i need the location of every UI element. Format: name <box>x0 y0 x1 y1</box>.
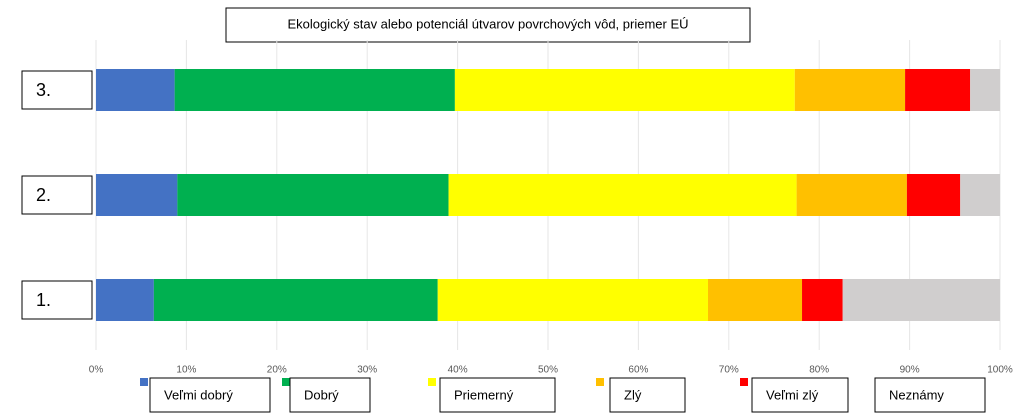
y-tick-label: 3. <box>36 80 51 100</box>
x-tick-label: 100% <box>987 365 1013 376</box>
bar-segment <box>153 279 438 321</box>
category-box <box>21 175 93 215</box>
bar-segment <box>454 69 795 111</box>
y-tick-label: 1. <box>36 290 51 310</box>
bar-segment <box>708 279 803 321</box>
category-box <box>21 70 93 110</box>
x-tick-label: 60% <box>628 365 648 376</box>
legend-label: Neznámy <box>889 387 944 402</box>
legend-swatch <box>428 378 436 386</box>
bar-segment <box>796 174 907 216</box>
x-tick-label: 0% <box>89 365 104 376</box>
bar-segment <box>842 279 1000 321</box>
legend-label: Priemerný <box>454 387 514 402</box>
legend-label: Veľmi zlý <box>766 387 819 402</box>
bar-segment <box>906 174 961 216</box>
legend-box <box>439 377 556 413</box>
bar-segment <box>794 69 906 111</box>
legend-box <box>149 377 271 413</box>
legend-box <box>874 377 986 413</box>
legend-swatch <box>596 378 604 386</box>
bar-segment <box>96 279 154 321</box>
x-tick-label: 90% <box>900 365 920 376</box>
bar-segment <box>437 279 709 321</box>
bar-segment <box>905 69 971 111</box>
x-tick-label: 10% <box>176 365 196 376</box>
x-tick-label: 50% <box>538 365 558 376</box>
chart-title: Ekologický stav alebo potenciál útvarov … <box>287 16 688 31</box>
category-box <box>21 280 93 320</box>
bar-segment <box>970 69 1000 111</box>
legend-box <box>289 377 371 413</box>
bar-segment <box>174 69 455 111</box>
x-tick-label: 40% <box>448 365 468 376</box>
y-tick-label: 2. <box>36 185 51 205</box>
legend-box <box>751 377 849 413</box>
legend-swatch <box>740 378 748 386</box>
bar-segment <box>448 174 797 216</box>
x-tick-label: 30% <box>357 365 377 376</box>
legend-label: Dobrý <box>304 387 339 402</box>
legend-swatch <box>140 378 148 386</box>
x-tick-label: 20% <box>267 365 287 376</box>
legend-box <box>609 377 686 413</box>
bar-segment <box>802 279 843 321</box>
bar-segment <box>96 69 175 111</box>
x-tick-label: 80% <box>809 365 829 376</box>
x-tick-label: 70% <box>719 365 739 376</box>
bar-segment <box>177 174 449 216</box>
bar-segment <box>960 174 1000 216</box>
legend-swatch <box>282 378 290 386</box>
title-box <box>225 7 751 43</box>
legend-label: Veľmi dobrý <box>164 387 233 402</box>
legend-label: Zlý <box>624 387 642 402</box>
bar-segment <box>96 174 178 216</box>
